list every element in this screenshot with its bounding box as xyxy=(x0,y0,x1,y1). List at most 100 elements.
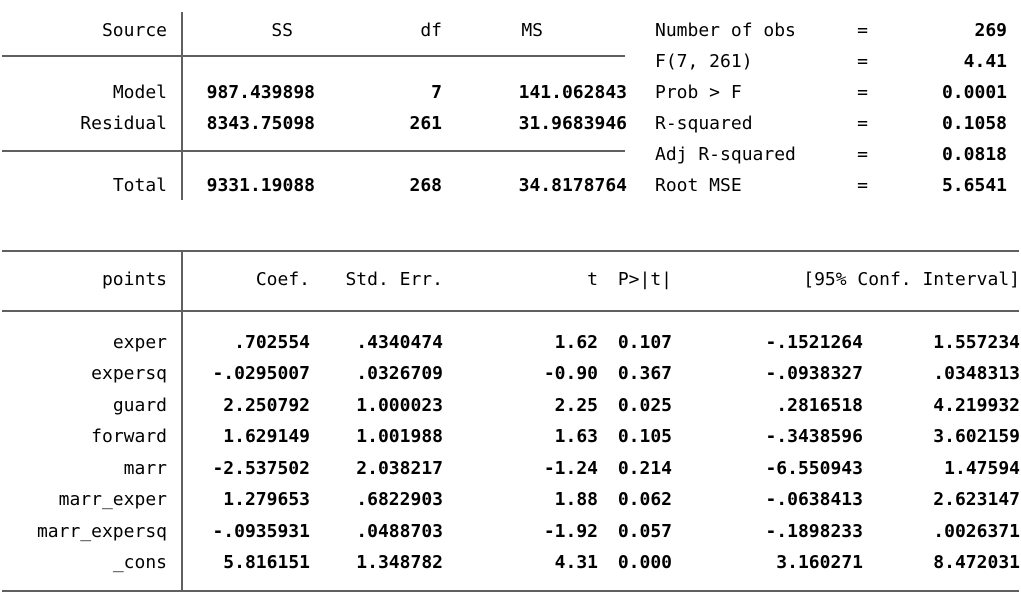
equals-sign: = xyxy=(857,144,868,165)
equals-sign: = xyxy=(857,51,868,72)
stat-label-prob-f: Prob > F xyxy=(655,82,742,103)
ci-high-value: .0348313 xyxy=(933,363,1020,384)
stat-label-f: F(7, 261) xyxy=(655,51,753,72)
variable-name: exper xyxy=(112,331,167,353)
stderr-value: .6822903 xyxy=(356,489,443,510)
anova-vertical-rule xyxy=(181,12,183,200)
t-value: 4.31 xyxy=(554,552,598,573)
p-value: 0.105 xyxy=(617,426,672,447)
regression-bottom-rule xyxy=(2,590,1019,592)
anova-total-rule xyxy=(2,150,625,152)
regression-row-marr: marr -2.537502 2.038217 -1.24 0.214 -6.5… xyxy=(0,453,1020,485)
anova-residual-df: 261 xyxy=(409,113,442,134)
anova-header-ms: MS xyxy=(521,20,543,41)
anova-residual-ss: 8343.75098 xyxy=(206,113,315,134)
p-value: 0.107 xyxy=(617,331,672,353)
coef-value: 1.279653 xyxy=(223,489,310,510)
variable-name: marr_exper xyxy=(58,489,167,510)
anova-header-ss: SS xyxy=(271,20,293,41)
stderr-value: 1.348782 xyxy=(356,552,443,573)
anova-total-ss: 9331.19088 xyxy=(206,175,315,196)
anova-row-label: Model xyxy=(112,82,167,103)
equals-sign: = xyxy=(857,82,868,103)
anova-header-df: df xyxy=(420,20,442,41)
regression-vertical-rule xyxy=(181,250,183,590)
stderr-value: 2.038217 xyxy=(356,457,443,479)
stat-label-r-squared: R-squared xyxy=(655,113,753,134)
stat-value-r-squared: 0.1058 xyxy=(941,113,1007,134)
t-value: 1.63 xyxy=(554,426,598,447)
ci-low-value: 3.160271 xyxy=(776,552,863,573)
coef-value: 5.816151 xyxy=(223,552,310,573)
regression-top-rule xyxy=(2,250,1019,252)
anova-model-row: Model 987.439898 7 141.062843 Prob > F =… xyxy=(0,77,1007,108)
equals-sign: = xyxy=(857,113,868,134)
regression-row-marr-exper: marr_exper 1.279653 .6822903 1.88 0.062 … xyxy=(0,484,1020,516)
p-value: 0.214 xyxy=(617,457,672,479)
stderr-value: .4340474 xyxy=(356,331,443,353)
anova-row-label: Total xyxy=(112,175,167,196)
variable-name: expersq xyxy=(91,363,167,384)
anova-total-row: Total 9331.19088 268 34.8178764 Root MSE… xyxy=(0,170,1007,201)
variable-name: _cons xyxy=(112,552,167,573)
anova-model-df: 7 xyxy=(431,82,442,103)
ci-high-value: 4.219932 xyxy=(933,394,1020,416)
anova-row-label: Residual xyxy=(80,113,167,134)
regression-row-guard: guard 2.250792 1.000023 2.25 0.025 .2816… xyxy=(0,390,1020,422)
t-value: -0.90 xyxy=(543,363,598,384)
anova-residual-ms: 31.9683946 xyxy=(518,113,627,134)
ci-low-value: -.1521264 xyxy=(765,331,863,353)
anova-rule-row: F(7, 261) = 4.41 xyxy=(0,46,1007,77)
ci-low-value: .2816518 xyxy=(776,394,863,416)
anova-residual-row: Residual 8343.75098 261 31.9683946 R-squ… xyxy=(0,108,1007,139)
variable-name: marr_expersq xyxy=(36,520,167,542)
regression-header-row: points Coef. Std. Err. t P>|t| [95% Conf… xyxy=(0,264,1020,296)
stat-label-number-of-obs: Number of obs xyxy=(655,20,796,41)
t-value: -1.24 xyxy=(543,457,598,479)
p-value: 0.025 xyxy=(617,394,672,416)
p-value: 0.062 xyxy=(617,489,672,510)
ci-low-value: -.1898233 xyxy=(765,520,863,542)
regression-row-expersq: expersq -.0295007 .0326709 -0.90 0.367 -… xyxy=(0,358,1020,390)
anova-section: Source SS df MS Number of obs = 269 F(7,… xyxy=(0,12,1007,201)
anova-model-ms: 141.062843 xyxy=(518,82,627,103)
stderr-value: 1.000023 xyxy=(356,394,443,416)
coef-value: 2.250792 xyxy=(223,394,310,416)
p-value: 0.057 xyxy=(617,520,672,542)
stat-value-number-of-obs: 269 xyxy=(974,20,1007,41)
anova-rule-row: Adj R-squared = 0.0818 xyxy=(0,139,1007,170)
ci-low-value: -6.550943 xyxy=(765,457,863,479)
ci-high-value: 2.623147 xyxy=(933,489,1020,510)
regression-row-forward: forward 1.629149 1.001988 1.63 0.105 -.3… xyxy=(0,421,1020,453)
coef-value: 1.629149 xyxy=(223,426,310,447)
regression-header-ci: [95% Conf. Interval] xyxy=(803,268,1020,290)
equals-sign: = xyxy=(857,175,868,196)
stderr-value: 1.001988 xyxy=(356,426,443,447)
t-value: 1.62 xyxy=(554,331,598,353)
stat-label-root-mse: Root MSE xyxy=(655,175,742,196)
anova-header-rule xyxy=(2,55,625,57)
ci-high-value: .0026371 xyxy=(933,520,1020,542)
regression-row-exper: exper .702554 .4340474 1.62 0.107 -.1521… xyxy=(0,327,1020,359)
regression-header-rule xyxy=(2,310,1019,312)
equals-sign: = xyxy=(857,20,868,41)
anova-total-df: 268 xyxy=(409,175,442,196)
ci-low-value: -.3438596 xyxy=(765,426,863,447)
ci-high-value: 1.47594 xyxy=(944,457,1020,479)
coef-value: -.0295007 xyxy=(212,363,310,384)
regression-header-p: P>|t| xyxy=(617,268,672,290)
variable-name: forward xyxy=(91,426,167,447)
regression-header-t: t xyxy=(587,268,598,290)
coef-value: -.0935931 xyxy=(212,520,310,542)
coef-value: .702554 xyxy=(234,331,310,353)
anova-header-source: Source xyxy=(101,20,167,41)
stat-value-prob-f: 0.0001 xyxy=(941,82,1007,103)
ci-high-value: 3.602159 xyxy=(933,426,1020,447)
anova-model-ss: 987.439898 xyxy=(206,82,315,103)
regression-row-cons: _cons 5.816151 1.348782 4.31 0.000 3.160… xyxy=(0,547,1020,579)
anova-header-row: Source SS df MS Number of obs = 269 xyxy=(0,15,1007,46)
stat-value-adj-r-squared: 0.0818 xyxy=(941,144,1007,165)
regression-header-coef: Coef. xyxy=(255,268,310,290)
stat-value-f: 4.41 xyxy=(963,51,1007,72)
regression-header-stderr: Std. Err. xyxy=(345,268,443,290)
